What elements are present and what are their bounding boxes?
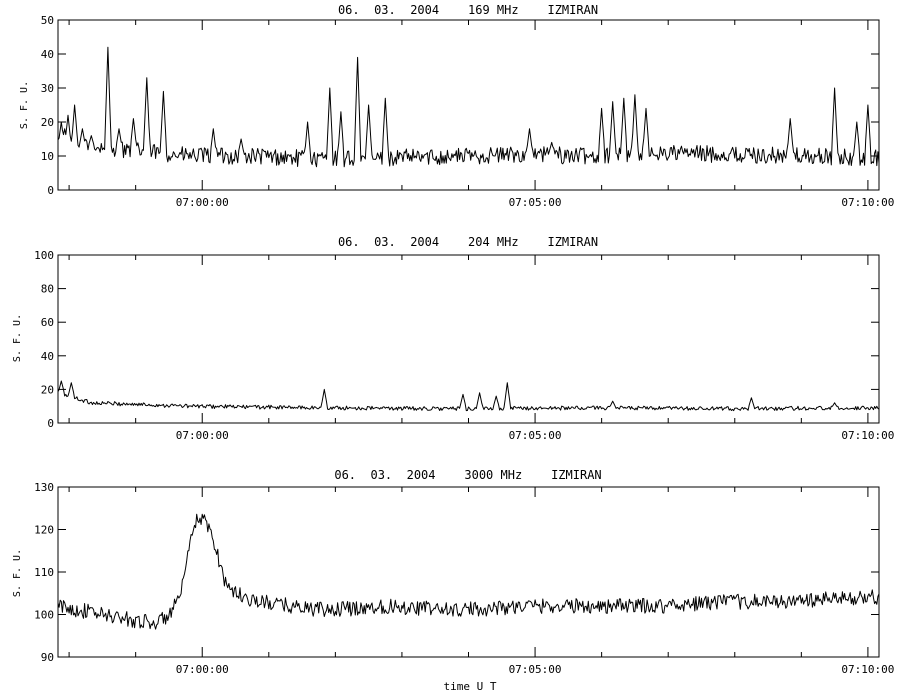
y-tick-label: 90 [41, 651, 54, 664]
y-axis-label: S. F. U. [12, 549, 23, 597]
x-tick-label: 07:05:00 [509, 429, 562, 442]
y-tick-label: 110 [34, 566, 54, 579]
panel-title: 06. 03. 2004 169 MHz IZMIRAN [338, 3, 598, 17]
x-axis-ticks: 07:00:00 07:05:00 07:10:00 [68, 487, 894, 676]
y-tick-label: 40 [41, 48, 54, 61]
panel-title: 06. 03. 2004 204 MHz IZMIRAN [338, 235, 598, 249]
y-tick-label: 60 [41, 316, 54, 329]
y-tick-label: 100 [34, 249, 54, 262]
y-tick-label: 130 [34, 481, 54, 494]
x-axis-label: time U T [444, 680, 497, 693]
flux-trace-204mhz [57, 380, 880, 412]
x-tick-label: 07:10:00 [841, 663, 894, 676]
plot-frame [57, 254, 880, 424]
x-tick-label: 07:00:00 [176, 196, 229, 209]
y-tick-label: 0 [47, 184, 54, 197]
x-axis-ticks: 07:00:00 07:05:00 07:10:00 [68, 255, 894, 442]
y-tick-label: 50 [41, 14, 54, 27]
y-tick-label: 20 [41, 383, 54, 396]
plot-frame [57, 486, 880, 658]
plot-frame [57, 19, 880, 191]
x-tick-label: 07:10:00 [841, 196, 894, 209]
panel-204mhz: 06. 03. 2004 204 MHz IZMIRAN S. F. U. 0 2… [12, 235, 894, 442]
flux-trace-3000mhz [57, 513, 880, 630]
x-tick-label: 07:05:00 [509, 663, 562, 676]
y-tick-label: 20 [41, 116, 54, 129]
y-axis-ticks: 0 20 40 60 80 100 [34, 249, 879, 430]
y-tick-label: 30 [41, 82, 54, 95]
x-tick-label: 07:00:00 [176, 663, 229, 676]
panel-title: 06. 03. 2004 3000 MHz IZMIRAN [334, 468, 601, 482]
y-axis-ticks: 0 10 20 30 40 50 [41, 14, 879, 197]
panel-169mhz: 06. 03. 2004 169 MHz IZMIRAN S. F. U. 0 1… [19, 3, 894, 209]
y-axis-label: S. F. U. [19, 81, 30, 129]
y-tick-label: 0 [47, 417, 54, 430]
y-tick-label: 10 [41, 150, 54, 163]
x-tick-label: 07:10:00 [841, 429, 894, 442]
y-tick-label: 80 [41, 283, 54, 296]
flux-trace-169mhz [57, 46, 880, 168]
x-tick-label: 07:05:00 [509, 196, 562, 209]
y-axis-ticks: 90 100 110 120 130 [34, 481, 879, 664]
panel-3000mhz: 06. 03. 2004 3000 MHz IZMIRAN S. F. U. 9… [12, 468, 894, 676]
y-axis-label: S. F. U. [12, 314, 23, 362]
y-tick-label: 120 [34, 524, 54, 537]
y-tick-label: 40 [41, 350, 54, 363]
y-tick-label: 100 [34, 609, 54, 622]
x-axis-ticks: 07:00:00 07:05:00 07:10:00 [68, 20, 894, 209]
x-tick-label: 07:00:00 [176, 429, 229, 442]
